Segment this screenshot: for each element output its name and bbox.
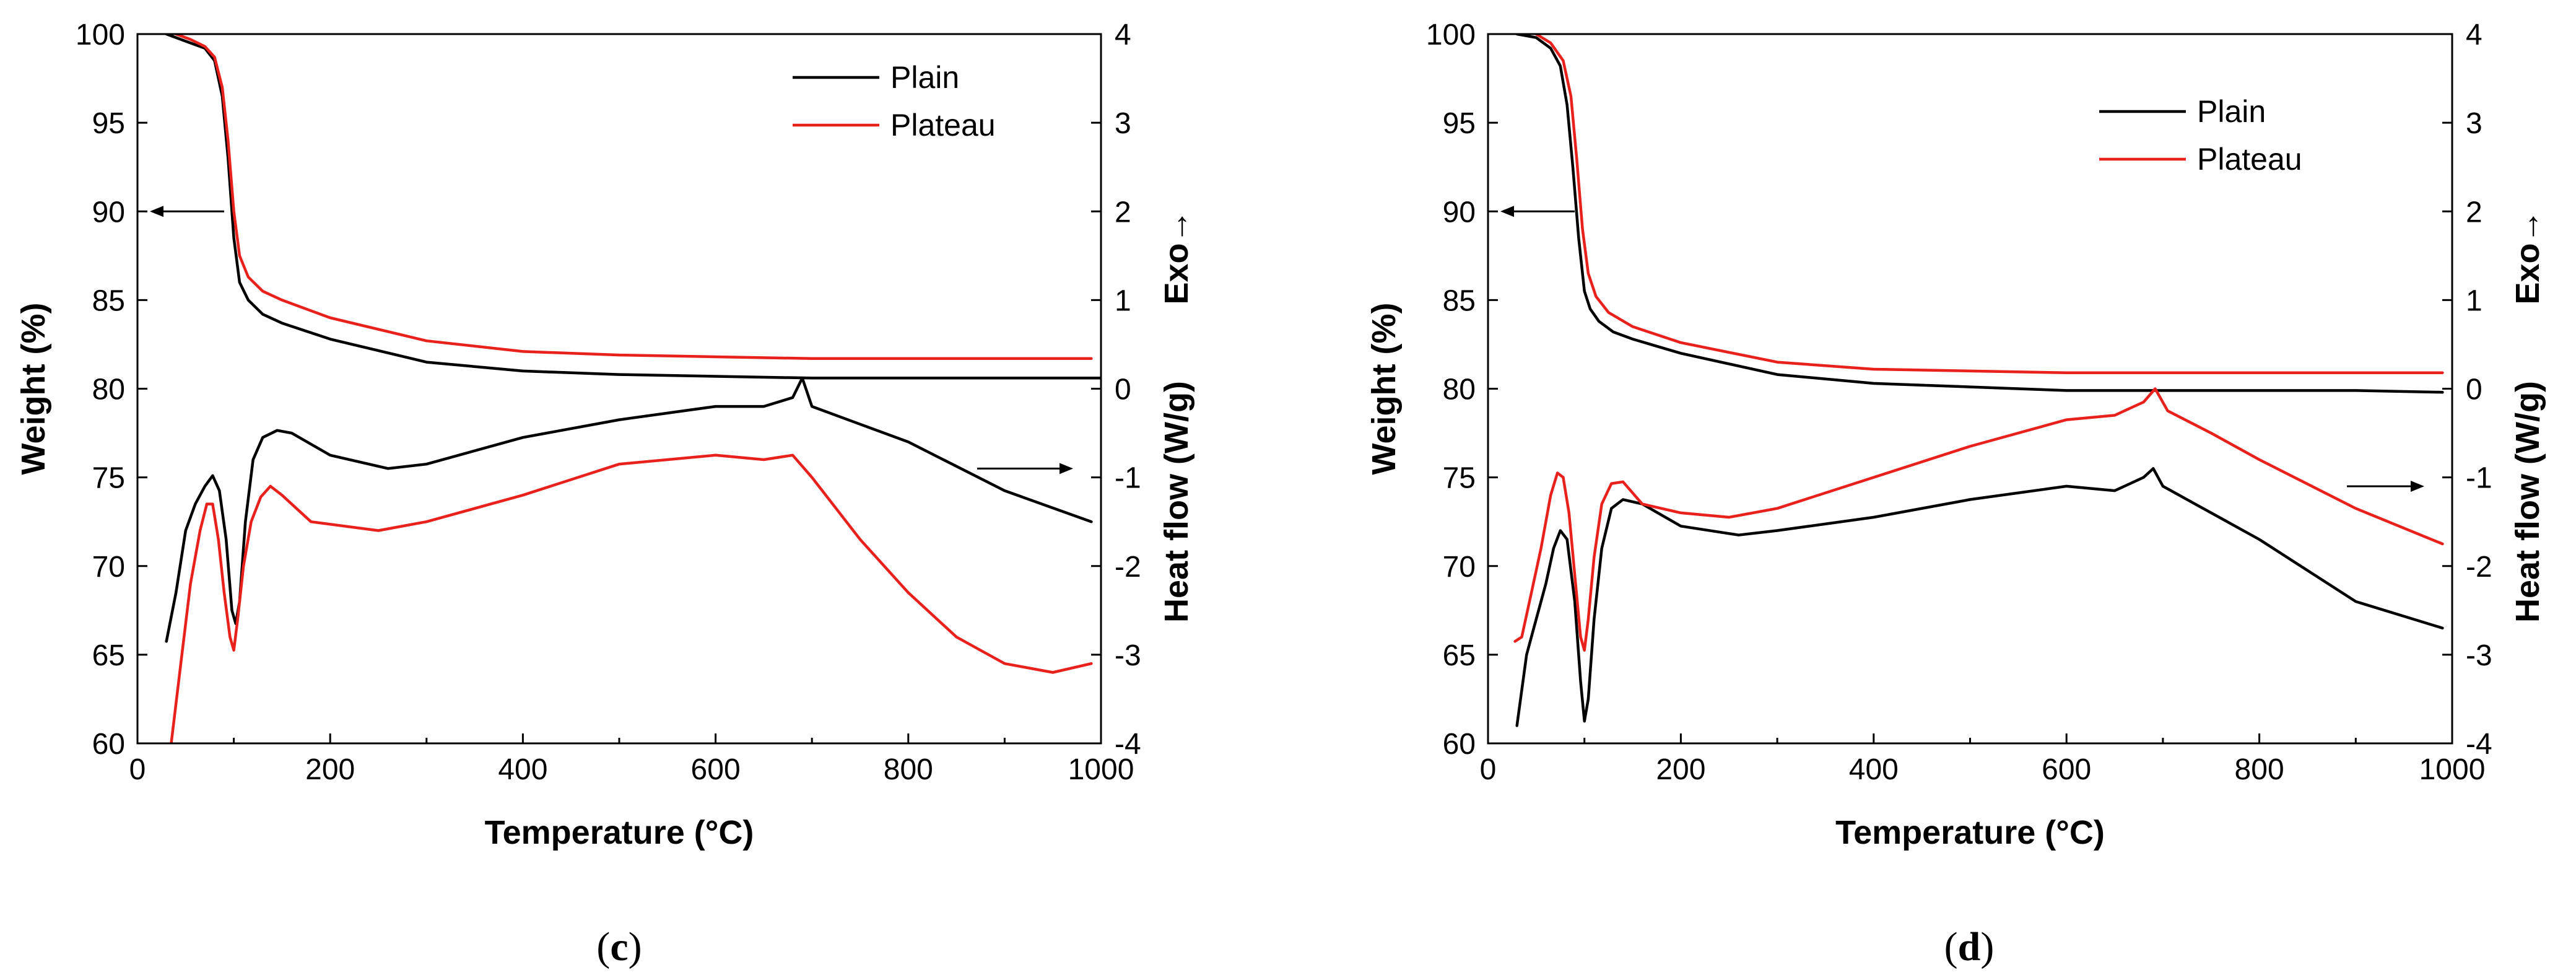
y-left-tick-label: 90: [92, 196, 125, 229]
series-line-plateau-heat-flow: [1513, 387, 2444, 652]
x-tick-label: 0: [1480, 753, 1497, 786]
y-right-tick-label: 0: [1115, 374, 1131, 406]
y-left-tick-label: 85: [1443, 284, 1476, 317]
y-right-tick-label: -4: [2466, 728, 2492, 761]
left-axis-arrow-icon: [150, 206, 224, 217]
y-right-tick-label: 1: [1115, 284, 1131, 317]
y-left-tick-label: 60: [1443, 728, 1476, 761]
y-right-tick-label: -2: [2466, 551, 2492, 584]
series-line-plateau-weight: [1534, 34, 2444, 374]
x-tick-label: 400: [1849, 753, 1899, 786]
arrow-head: [2411, 480, 2424, 492]
series-line-plateau-weight: [174, 34, 1093, 361]
legend-label-plateau: Plateau: [2197, 142, 2302, 177]
y-right-axis-title: Heat flow (W/g): [2509, 381, 2546, 623]
y-right-tick-label: -1: [1115, 462, 1141, 495]
legend-label-plateau: Plateau: [890, 108, 996, 142]
y-right-tick-label: 2: [1115, 196, 1131, 229]
y-right-tick-label: 1: [2466, 284, 2482, 317]
series-line-plain-heat-flow: [165, 377, 1093, 643]
y-left-tick-label: 100: [76, 19, 125, 51]
legend-label-plain: Plain: [890, 60, 959, 95]
legend: Plain Plateau: [2099, 94, 2302, 177]
series-line-plateau-heat-flow: [170, 453, 1093, 743]
right-axis-arrow-icon: [2347, 480, 2424, 492]
x-tick-label: 0: [129, 753, 146, 786]
y-left-axis-title: Weight (%): [1365, 303, 1403, 475]
y-left-tick-label: 100: [1426, 19, 1476, 51]
caption-close: ): [629, 924, 642, 969]
y-right-tick-label: -4: [1115, 728, 1141, 761]
x-tick-label: 800: [2235, 753, 2284, 786]
y-left-tick-label: 70: [92, 551, 125, 584]
arrow-head: [1500, 206, 1514, 217]
y-left-tick-label: 65: [92, 639, 125, 672]
panel-caption: (c): [596, 924, 642, 969]
caption-open: (: [596, 924, 610, 969]
chart-panel-d: 0 200 400 600 800 1000 60 65 70 75 80 85 90 95 100 -4 -3…: [1365, 19, 2546, 969]
legend: Plain Plateau: [793, 60, 996, 142]
y-left-tick-label: 75: [92, 462, 125, 495]
y-right-tick-label: 4: [2466, 19, 2482, 51]
legend-label-plain: Plain: [2197, 94, 2266, 129]
x-tick-label: 800: [884, 753, 933, 786]
x-tick-label: 600: [691, 753, 741, 786]
series-group: [165, 34, 1101, 743]
y-left-tick-label: 65: [1443, 639, 1476, 672]
exo-direction-label: Exo→: [1158, 209, 1195, 304]
y-left-tick-label: 95: [92, 107, 125, 140]
arrow-head: [1060, 463, 1073, 475]
y-right-tick-label: 3: [2466, 107, 2482, 140]
caption-label: d: [1958, 924, 1981, 969]
y-right-tick-label: -3: [1115, 639, 1141, 672]
arrow-head: [150, 206, 163, 217]
y-left-tick-label: 75: [1443, 462, 1476, 495]
panel-caption: (d): [1944, 924, 1995, 969]
series-line-plain-heat-flow: [1515, 467, 2444, 727]
series-line-plain-weight: [1515, 34, 2444, 394]
y-left-tick-label: 80: [1443, 374, 1476, 406]
right-axis-arrow-icon: [977, 463, 1073, 475]
y-left-tick-label: 60: [92, 728, 125, 761]
x-tick-label: 600: [2042, 753, 2091, 786]
exo-direction-label: Exo→: [2509, 209, 2546, 304]
x-tick-label: 1000: [2419, 753, 2486, 786]
plot-frame: [1487, 33, 2453, 745]
x-tick-label: 400: [498, 753, 547, 786]
y-right-tick-label: -1: [2466, 462, 2492, 495]
y-right-tick-label: 0: [2466, 374, 2482, 406]
y-right-tick-label: 4: [1115, 19, 1131, 51]
x-tick-label: 200: [305, 753, 355, 786]
x-axis-title: Temperature (°C): [1835, 814, 2105, 851]
y-right-tick-label: 2: [2466, 196, 2482, 229]
series-group: [1513, 34, 2444, 727]
y-right-tick-label: -3: [2466, 639, 2492, 672]
chart-panel-c: 0 200 400 600 800 1000 60 65 70 75 80 85 90 95 100 -4 -3…: [15, 19, 1195, 969]
x-tick-label: 1000: [1068, 753, 1134, 786]
y-left-tick-label: 95: [1443, 107, 1476, 140]
y-left-axis-title: Weight (%): [15, 303, 52, 475]
y-left-tick-label: 80: [92, 374, 125, 406]
series-line-plain-weight: [165, 34, 1101, 380]
y-right-axis-title: Heat flow (W/g): [1158, 381, 1195, 623]
left-axis-arrow-icon: [1500, 206, 1575, 217]
x-axis-title: Temperature (°C): [485, 814, 754, 851]
caption-close: ): [1980, 924, 1994, 969]
caption-label: c: [610, 924, 628, 969]
y-right-tick-label: 3: [1115, 107, 1131, 140]
y-left-tick-label: 70: [1443, 551, 1476, 584]
y-left-tick-label: 90: [1443, 196, 1476, 229]
caption-open: (: [1944, 924, 1958, 969]
y-left-tick-label: 85: [92, 284, 125, 317]
x-tick-label: 200: [1656, 753, 1705, 786]
y-right-tick-label: -2: [1115, 551, 1141, 584]
